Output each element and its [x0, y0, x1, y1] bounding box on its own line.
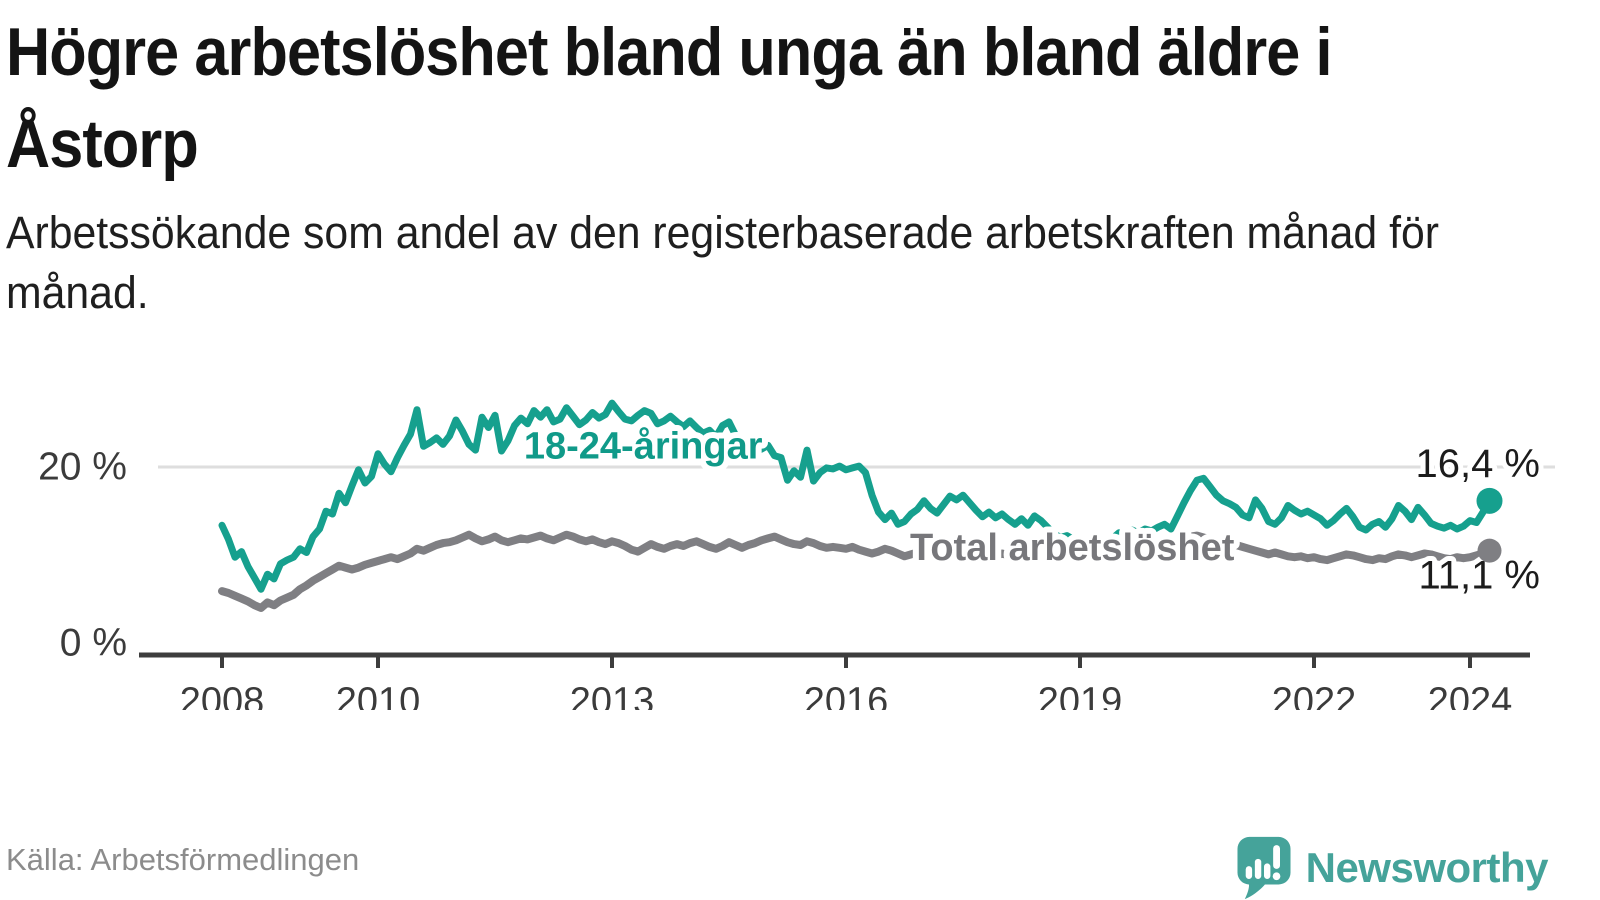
- chart-canvas: 20 % 0 % 2008 2010 2013 2016 2019 2022 2024 18…: [38, 399, 1555, 722]
- brand-name: Newsworthy: [1305, 844, 1549, 891]
- youth-unemployment-line: [218, 399, 1493, 593]
- x-axis-ticks: 2008 2010 2013 2016 2019 2022 2024: [180, 655, 1513, 722]
- bar-3: [1263, 863, 1271, 879]
- x-tick-label: 2016: [804, 680, 889, 710]
- newsworthy-brand: Newsworthy: [1236, 836, 1549, 900]
- exclamation-dot: [1272, 872, 1280, 881]
- youth-series-label: 18-24-åringar: [524, 425, 763, 467]
- x-tick-label: 2022: [1272, 680, 1357, 710]
- page-title: Högre arbetslöshet bland unga än bland ä…: [6, 14, 1333, 183]
- x-tick-label: 2013: [570, 680, 655, 710]
- bar-1: [1245, 866, 1252, 879]
- total-series-label: Total arbetslöshet: [910, 527, 1235, 569]
- x-tick-label: 2019: [1038, 680, 1123, 710]
- exclamation-bar: [1272, 845, 1280, 869]
- youth-end-dot: [1476, 487, 1503, 514]
- y-axis-label-0: 0 %: [60, 622, 127, 665]
- x-tick-label: 2024: [1428, 680, 1513, 710]
- source-note: Källa: Arbetsförmedlingen: [6, 842, 360, 877]
- page-subtitle: Arbetssökande som andel av den registerb…: [6, 207, 1439, 318]
- youth-end-value: 16,4 %: [1415, 442, 1540, 486]
- line-chart: 20 % 0 % 2008 2010 2013 2016 2019 2022 2024 18…: [0, 378, 1600, 722]
- x-tick-label: 2010: [336, 680, 421, 710]
- total-unemployment-line: [218, 530, 1494, 612]
- y-axis-label-20: 20 %: [38, 446, 127, 489]
- newsworthy-pin-icon: [1237, 836, 1291, 900]
- total-end-dot: [1477, 538, 1502, 563]
- total-end-value: 11,1 %: [1418, 554, 1540, 598]
- bar-2: [1254, 858, 1261, 879]
- x-tick-label: 2008: [180, 680, 265, 710]
